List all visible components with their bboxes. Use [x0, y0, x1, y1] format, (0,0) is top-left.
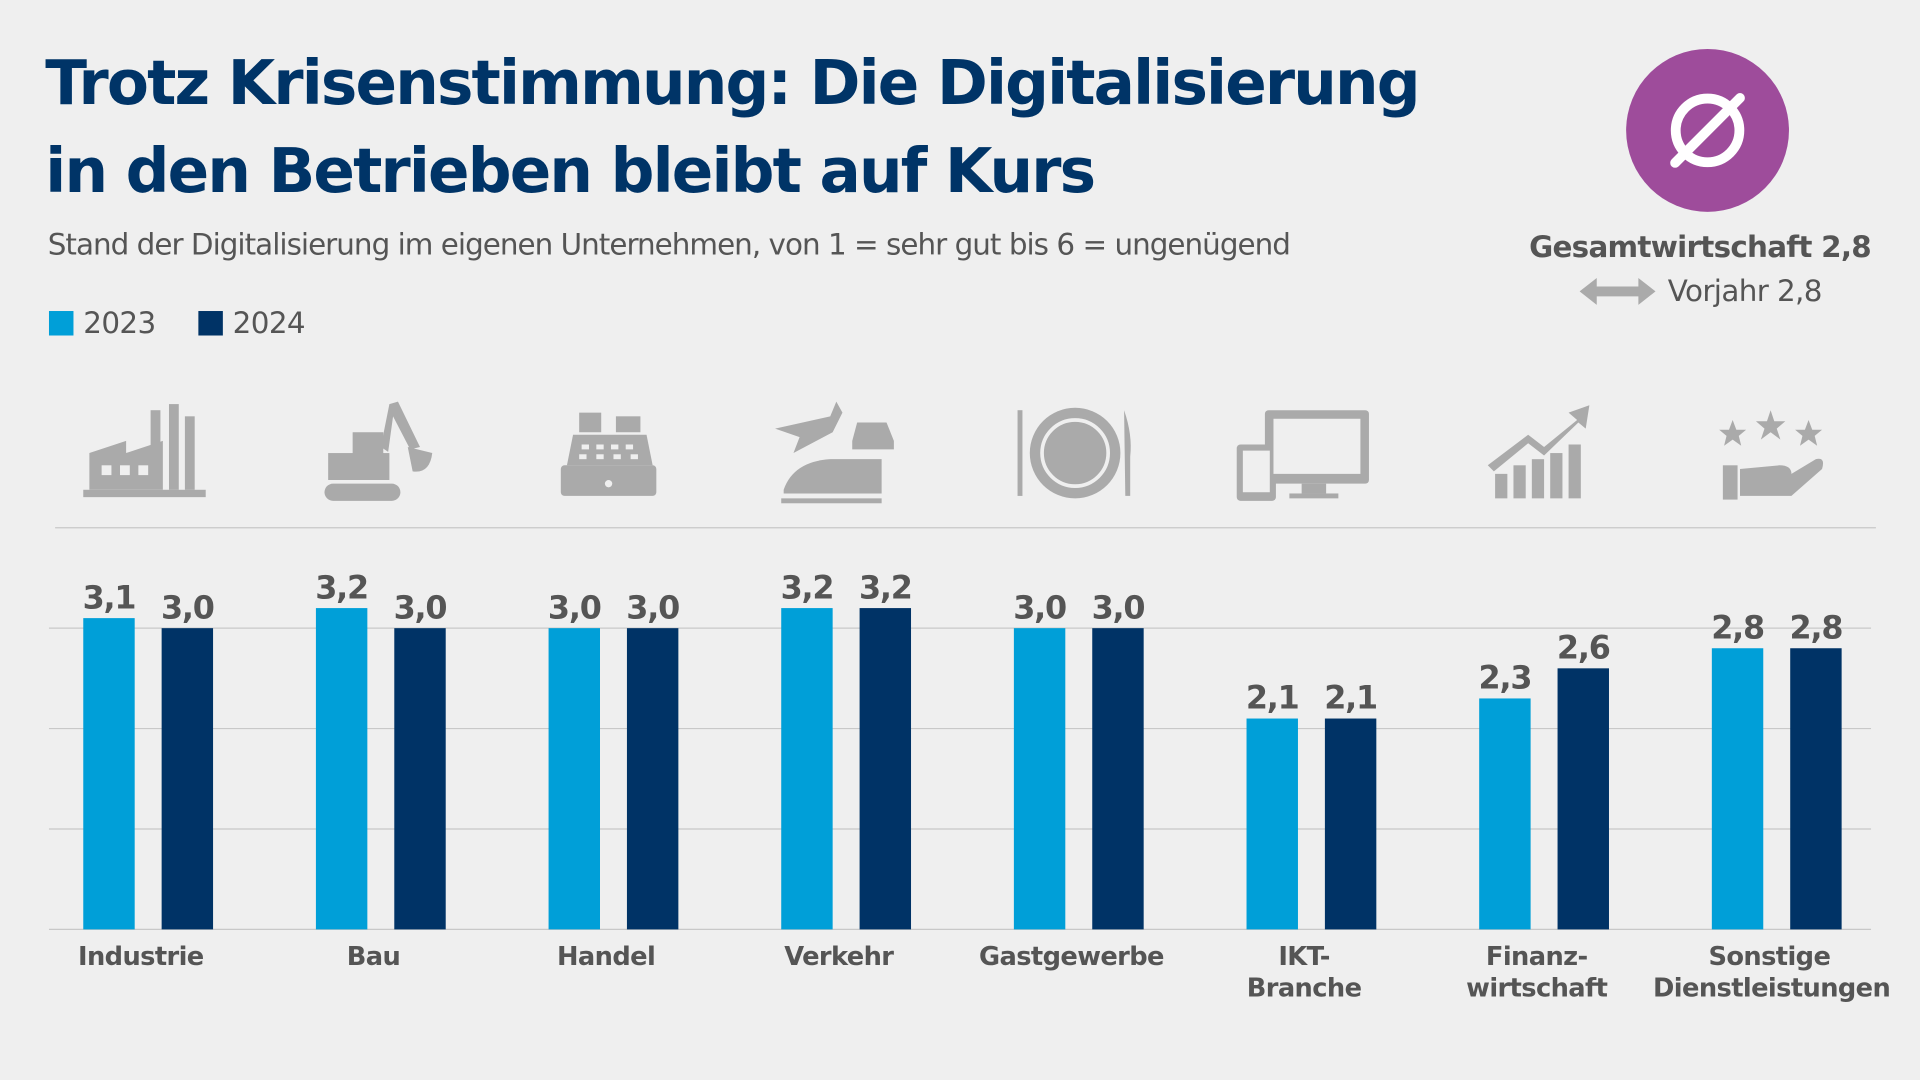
data-label: 3,0	[1013, 588, 1066, 626]
previous-year-label: Vorjahr 2,8	[1667, 274, 1823, 309]
data-label: 3,2	[859, 568, 912, 606]
category-label: Industrie	[78, 941, 204, 972]
data-label: 3,0	[161, 588, 214, 626]
category-label: Bau	[346, 941, 401, 972]
subtitle: Stand der Digitalisierung im eigenen Unt…	[47, 227, 1291, 263]
bar-2023	[1711, 648, 1764, 930]
average-badge	[1626, 48, 1789, 212]
average-diameter-icon	[1670, 93, 1745, 168]
previous-year: Vorjahr 2,8	[1579, 274, 1823, 309]
title-line-2: in den Betrieben bleibt auf Kurs	[45, 135, 1096, 207]
legend-label: 2024	[232, 306, 306, 341]
page-title: Trotz Krisenstimmung: Die Digitalisierun…	[45, 39, 1420, 215]
data-label: 3,0	[394, 588, 447, 626]
bar-2023	[781, 608, 833, 930]
legend-label: 2023	[83, 306, 156, 341]
data-label: 3,2	[315, 568, 368, 606]
bar-2024	[1557, 668, 1609, 930]
legend-swatch-2024	[198, 311, 223, 336]
factory-icon	[83, 404, 206, 498]
bar-2024	[1092, 628, 1144, 930]
data-label: 3,0	[1092, 588, 1145, 626]
data-label: 2,6	[1557, 629, 1610, 667]
overall-average: Gesamtwirtschaft 2,8	[1529, 230, 1872, 265]
category-label: Verkehr	[784, 941, 894, 972]
category-label: Gastgewerbe	[978, 941, 1165, 972]
bar-2024	[626, 628, 679, 930]
data-label: 2,8	[1711, 608, 1764, 646]
bar-2024	[859, 608, 912, 930]
legend-swatch-2023	[48, 311, 74, 336]
bar-2023	[1479, 698, 1531, 930]
data-label: 2,3	[1479, 659, 1532, 697]
plate-cutlery-icon	[1017, 407, 1131, 499]
cash-register-icon	[560, 412, 657, 496]
bar-2024	[1324, 718, 1377, 930]
growth-chart-icon	[1487, 405, 1590, 499]
data-label: 2,8	[1790, 608, 1843, 646]
stars-hand-icon	[1719, 410, 1824, 500]
category-label: IKT- Branche	[1246, 941, 1362, 1003]
legend-item-2024: 2024	[198, 306, 306, 341]
data-label: 3,2	[781, 568, 834, 606]
double-arrow-icon	[1579, 277, 1656, 305]
excavator-icon	[324, 401, 433, 501]
bar-2023	[1013, 628, 1066, 930]
data-label: 3,1	[83, 578, 136, 616]
category-label: Finanz- wirtschaft	[1466, 941, 1608, 1003]
data-label: 2,1	[1324, 679, 1377, 717]
bar-2023	[315, 608, 368, 930]
tablet-monitor-icon	[1236, 410, 1369, 501]
bar-2024	[394, 628, 446, 930]
category-label: Sonstige Dienstleistungen	[1653, 941, 1891, 1003]
bar-2023	[548, 628, 601, 930]
legend-item-2023: 2023	[48, 306, 156, 341]
bar-2023	[83, 618, 135, 930]
data-label: 3,0	[626, 588, 679, 626]
bar-2024	[1790, 648, 1842, 930]
title-line-1: Trotz Krisenstimmung: Die Digitalisierun…	[45, 47, 1420, 119]
plane-train-car-icon	[775, 401, 894, 504]
bar-2024	[161, 628, 214, 930]
data-label: 3,0	[548, 588, 601, 626]
bar-2023	[1246, 718, 1298, 930]
data-label: 2,1	[1246, 679, 1299, 717]
category-label: Handel	[557, 941, 656, 972]
